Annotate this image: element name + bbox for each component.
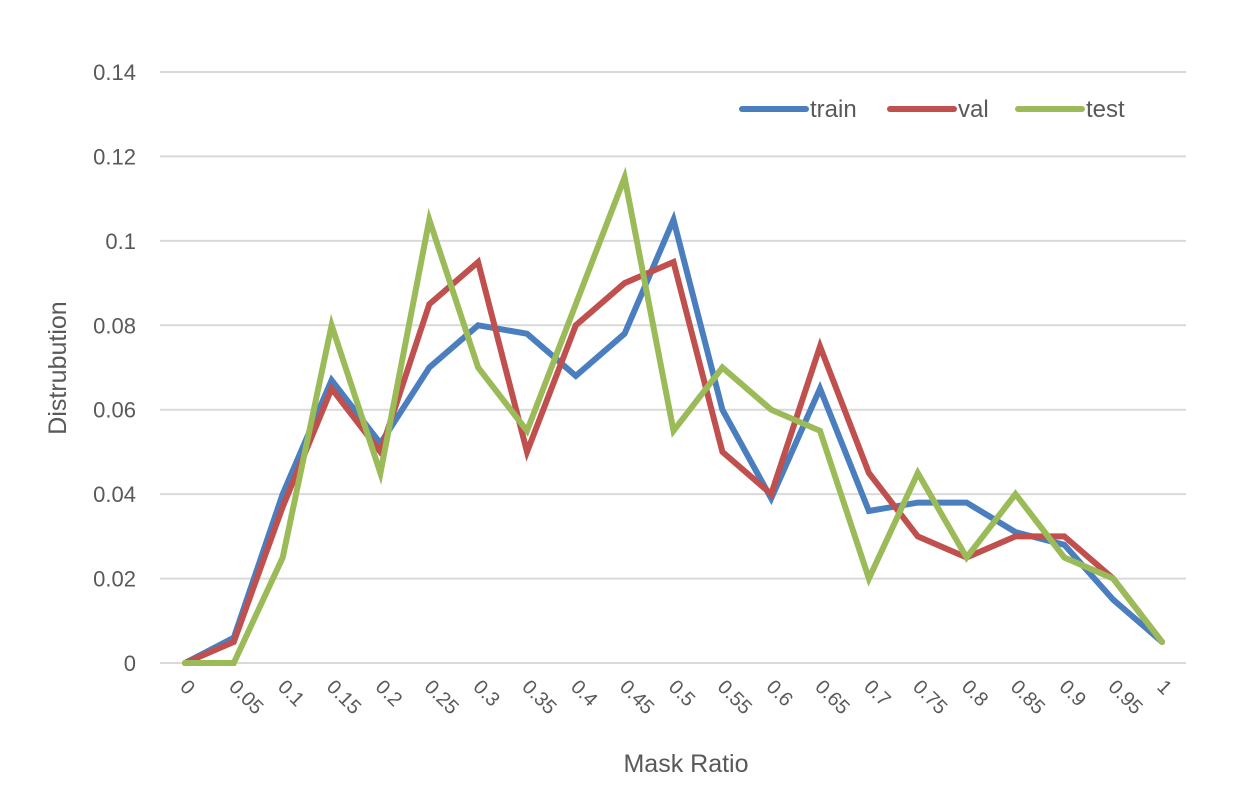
y-tick-label: 0.1 [105, 229, 136, 254]
legend-item-train: train [739, 96, 857, 123]
y-tick-label: 0 [124, 651, 136, 676]
x-tick-label: 0.35 [517, 676, 560, 719]
x-tick-label: 0.9 [1055, 676, 1090, 711]
legend-label-val: val [958, 96, 989, 123]
y-tick-label: 0.12 [93, 144, 136, 169]
x-tick-label: 0.85 [1006, 676, 1049, 719]
x-axis-title: Mask Ratio [623, 750, 748, 778]
x-tick-label: 0.1 [273, 676, 308, 711]
x-tick-label: 0.6 [762, 676, 797, 711]
y-tick-label: 0.06 [93, 398, 136, 423]
x-tick-label: 0 [175, 676, 198, 699]
y-tick-label: 0.14 [93, 60, 136, 85]
x-tick-label: 0.75 [908, 676, 951, 719]
legend-label-test: test [1086, 96, 1125, 123]
legend-label-train: train [810, 96, 857, 123]
x-tick-label: 0.15 [322, 676, 365, 719]
x-tick-label: 0.55 [713, 676, 756, 719]
x-tick-label: 0.95 [1104, 676, 1147, 719]
x-tick-label: 1 [1152, 676, 1175, 699]
y-axis-ticks: 0 0.02 0.04 0.06 0.08 0.1 0.12 0.14 [93, 60, 136, 676]
series-train-line [182, 210, 1165, 666]
x-tick-label: 0.8 [957, 676, 992, 711]
x-tick-label: 0.65 [811, 676, 854, 719]
x-tick-label: 0.5 [664, 676, 699, 711]
legend-item-val: val [887, 96, 989, 123]
legend-item-test: test [1015, 96, 1125, 123]
x-tick-label: 0.2 [371, 676, 406, 711]
y-tick-label: 0.04 [93, 482, 136, 507]
x-tick-label: 0.45 [615, 676, 658, 719]
x-tick-label: 0.05 [224, 676, 267, 719]
x-axis-ticks: 0 0.05 0.1 0.15 0.2 0.25 0.3 0.35 0.4 0.45 0.5 0.55… [175, 676, 1175, 719]
y-axis-title: Distrubution [44, 301, 72, 434]
legend: train val test [739, 96, 1125, 123]
x-tick-label: 0.25 [420, 676, 463, 719]
series-val-line [182, 256, 1165, 666]
series-test-line [182, 166, 1165, 666]
gridlines [160, 71, 1186, 664]
x-tick-label: 0.4 [566, 676, 601, 711]
x-tick-label: 0.3 [469, 676, 504, 711]
y-tick-label: 0.08 [93, 313, 136, 338]
x-tick-label: 0.7 [859, 676, 894, 711]
y-tick-label: 0.02 [93, 567, 136, 592]
data-series [182, 166, 1165, 666]
